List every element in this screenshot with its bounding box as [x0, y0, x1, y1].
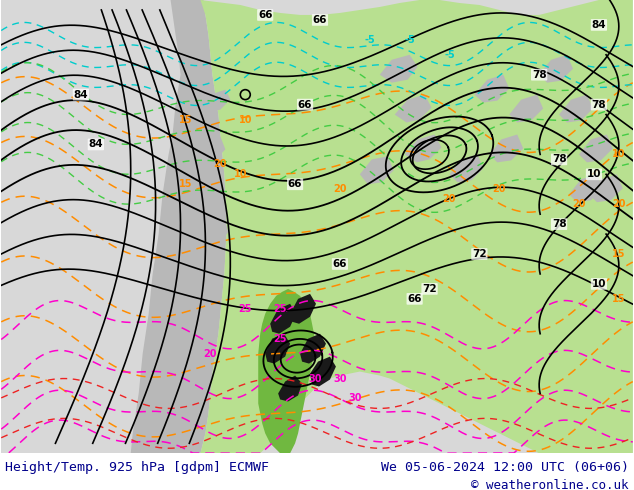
- Text: 10: 10: [612, 149, 626, 159]
- Text: -5: -5: [365, 35, 375, 45]
- Text: 84: 84: [592, 20, 606, 30]
- Polygon shape: [195, 137, 225, 162]
- Text: 20: 20: [214, 159, 227, 170]
- Text: Height/Temp. 925 hPa [gdpm] ECMWF: Height/Temp. 925 hPa [gdpm] ECMWF: [5, 461, 269, 474]
- Text: © weatheronline.co.uk: © weatheronline.co.uk: [472, 479, 629, 490]
- Polygon shape: [509, 95, 543, 122]
- Polygon shape: [450, 154, 483, 182]
- Text: 20: 20: [333, 184, 347, 194]
- Text: 15: 15: [612, 294, 626, 304]
- Text: 66: 66: [258, 10, 273, 20]
- Polygon shape: [539, 55, 573, 83]
- Text: 30: 30: [348, 393, 361, 403]
- Polygon shape: [200, 90, 230, 113]
- Polygon shape: [131, 0, 226, 453]
- Polygon shape: [300, 334, 326, 364]
- Polygon shape: [278, 375, 302, 401]
- Text: 72: 72: [472, 249, 487, 259]
- Polygon shape: [310, 357, 336, 387]
- Text: 20: 20: [612, 199, 626, 209]
- Text: 10: 10: [586, 170, 601, 179]
- Text: 78: 78: [532, 70, 547, 80]
- Text: 66: 66: [333, 259, 347, 269]
- Text: 78: 78: [552, 219, 566, 229]
- Text: 20: 20: [573, 199, 586, 209]
- Text: 25: 25: [238, 304, 252, 314]
- Polygon shape: [202, 219, 228, 246]
- Text: 78: 78: [592, 99, 606, 110]
- Text: 20: 20: [443, 194, 456, 204]
- Polygon shape: [589, 174, 623, 202]
- Text: 25: 25: [273, 304, 287, 314]
- Text: 25: 25: [273, 334, 287, 343]
- Polygon shape: [270, 304, 296, 334]
- Text: 66: 66: [408, 294, 422, 304]
- Polygon shape: [198, 179, 225, 204]
- Polygon shape: [360, 156, 394, 184]
- Polygon shape: [474, 74, 509, 102]
- Text: 84: 84: [74, 90, 88, 99]
- Polygon shape: [265, 334, 290, 364]
- Text: We 05-06-2024 12:00 UTC (06+06): We 05-06-2024 12:00 UTC (06+06): [381, 461, 629, 474]
- Text: 15: 15: [612, 249, 626, 259]
- Text: 20: 20: [493, 184, 506, 194]
- Text: 15: 15: [179, 179, 192, 189]
- Polygon shape: [380, 55, 418, 83]
- Text: 66: 66: [313, 15, 327, 25]
- Polygon shape: [395, 95, 432, 122]
- Text: 84: 84: [89, 140, 103, 149]
- Text: 66: 66: [298, 99, 313, 110]
- Text: -5: -5: [404, 35, 415, 45]
- Polygon shape: [579, 134, 613, 162]
- Polygon shape: [489, 134, 523, 162]
- Text: 78: 78: [552, 154, 566, 164]
- Text: 10: 10: [238, 115, 252, 124]
- Text: -5: -5: [444, 50, 455, 60]
- Polygon shape: [559, 95, 593, 122]
- Polygon shape: [258, 289, 315, 453]
- Text: 72: 72: [422, 284, 437, 294]
- Text: 30: 30: [333, 373, 347, 384]
- Polygon shape: [404, 134, 441, 162]
- Text: 30: 30: [308, 373, 322, 384]
- Polygon shape: [569, 174, 603, 202]
- Text: 10: 10: [592, 279, 606, 289]
- Text: 66: 66: [288, 179, 302, 189]
- Text: 20: 20: [204, 348, 217, 359]
- Polygon shape: [290, 294, 316, 324]
- Text: 15: 15: [179, 115, 192, 124]
- Polygon shape: [200, 0, 633, 453]
- Text: 10: 10: [233, 170, 247, 179]
